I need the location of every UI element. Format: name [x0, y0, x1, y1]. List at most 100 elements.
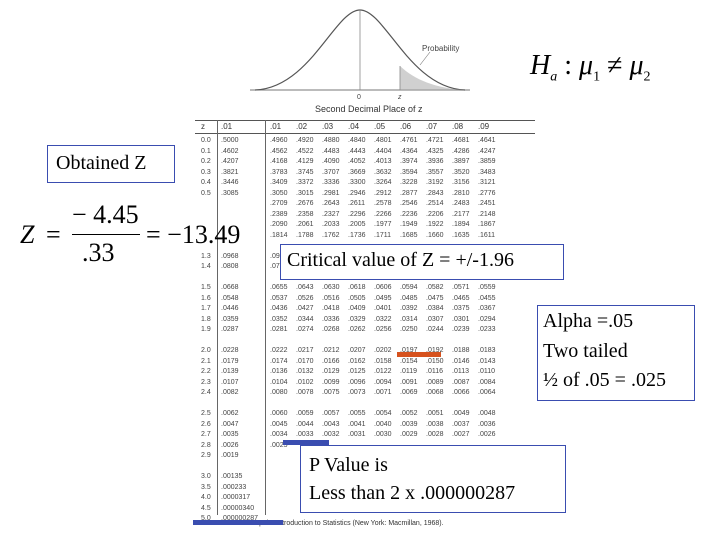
probability-cell: .0212 [322, 347, 340, 354]
probability-cell: .4721 [426, 137, 444, 144]
probability-cell: .0505 [348, 294, 366, 302]
probability-cell: .2912 [374, 189, 392, 197]
probability-cell: .0256 [374, 326, 392, 333]
probability-cell: .0244 [426, 326, 444, 333]
probability-cell: .0250 [400, 326, 418, 333]
probability-cell: .3192 [426, 179, 444, 186]
probability-cell: .0146 [452, 357, 470, 365]
table-row: .2389 .2358 .2327 .2296 .2266 .2236 .2206 .2177… [195, 210, 535, 220]
probability-cell: .0052 [400, 410, 418, 417]
table-row: 3.0 .00135 [195, 472, 535, 482]
probability-cell: .3085 [221, 189, 239, 197]
probability-cell: .4247 [478, 147, 496, 155]
z-value-cell: 0.3 [201, 168, 211, 176]
probability-cell: .0808 [221, 263, 239, 270]
probability-cell: .0307 [426, 315, 444, 323]
probability-cell: .000233 [221, 483, 247, 491]
probability-cell: .0062 [221, 410, 239, 417]
probability-cell: .4052 [348, 158, 366, 165]
probability-cell: .0026 [478, 431, 496, 438]
probability-cell: .0158 [374, 357, 392, 365]
z-value-cell: 1.7 [201, 305, 211, 312]
probability-cell: .0043 [322, 420, 340, 428]
z-value-cell: 2.2 [201, 368, 211, 375]
probability-cell: .0301 [452, 315, 470, 323]
probability-cell: .0143 [478, 357, 496, 365]
probability-cell: .0233 [478, 326, 496, 333]
z-table: Second Decimal Place of z z .01 .01 .02 .03.… [195, 100, 535, 527]
probability-cell: .2483 [452, 200, 470, 207]
probability-cell: .4920 [296, 137, 314, 144]
probability-cell: .1685 [400, 231, 418, 239]
probability-cell: .4522 [296, 147, 314, 155]
probability-cell: .0075 [322, 389, 340, 396]
probability-cell: .0392 [400, 305, 418, 312]
probability-cell: .4168 [270, 158, 288, 165]
formula-denominator: .33 [82, 238, 115, 267]
probability-cell: .3050 [270, 189, 288, 197]
probability-cell: .4562 [270, 147, 288, 155]
probability-cell: .0033 [296, 431, 314, 438]
probability-cell: .3669 [348, 168, 366, 176]
probability-cell: .0047 [221, 420, 239, 428]
probability-cell: .4404 [374, 147, 392, 155]
probability-cell: .0068 [426, 389, 444, 396]
probability-cell: .4207 [221, 158, 239, 165]
probability-cell: .3372 [296, 179, 314, 186]
z-value-cell: 0.4 [201, 179, 211, 186]
probability-cell: .0119 [400, 368, 417, 375]
z-value-cell: 4.5 [201, 504, 211, 512]
probability-cell: .0322 [374, 315, 392, 323]
probability-cell: .3974 [400, 158, 418, 165]
probability-cell: .0039 [400, 420, 418, 428]
z-table-caption: Second Decimal Place of z [315, 104, 423, 114]
probability-cell: .0262 [348, 326, 366, 333]
probability-cell: .0455 [478, 294, 496, 302]
probability-cell: .0027 [452, 431, 470, 438]
probability-cell: .0183 [478, 347, 496, 354]
probability-cell: .0069 [400, 389, 418, 396]
probability-cell: .0329 [348, 315, 366, 323]
pvalue-marker-top [283, 440, 329, 445]
probability-cell: .0485 [400, 294, 418, 302]
obtained-z-box: Obtained Z [47, 145, 175, 183]
probability-cell: .2033 [322, 221, 340, 228]
probability-cell: .0019 [221, 452, 239, 459]
probability-cell: .2578 [374, 200, 392, 207]
table-row: 0.0 .5000 .4960 .4920 .4880 .4840 .4801 .4761 .4… [195, 136, 535, 146]
table-row [195, 336, 535, 346]
probability-cell: .3264 [374, 179, 392, 186]
probability-cell: .0352 [270, 315, 288, 323]
table-row: .1814 .1788 .1762 .1736 .1711 .1685 .1660 .1635… [195, 231, 535, 241]
probability-cell: .0084 [478, 378, 496, 386]
probability-cell: .0089 [426, 378, 444, 386]
z-table-header-cell: .02 [296, 122, 308, 131]
probability-cell: .0170 [296, 357, 314, 365]
z-table-header-cell: .04 [348, 122, 360, 131]
probability-cell: .4443 [348, 147, 366, 155]
probability-cell: .3745 [296, 168, 314, 176]
probability-cell: .0031 [348, 431, 366, 438]
probability-cell: .2236 [400, 210, 418, 218]
probability-cell: .1736 [348, 231, 366, 239]
probability-cell: .3821 [221, 168, 239, 176]
probability-cell: .0035 [221, 431, 239, 438]
probability-cell: .0606 [374, 284, 392, 291]
table-row: 1.9 .0287 .0281 .0274 .0268 .0262 .0256 .0250 .0… [195, 325, 535, 335]
probability-cell: .0375 [452, 305, 470, 312]
z-table-header-cell: z [201, 122, 205, 131]
probability-cell: .3121 [478, 179, 496, 186]
table-row: .2090 .2061 .2033 .2005 .1977 .1949 .1922 .1894… [195, 220, 535, 230]
probability-cell: .0055 [348, 410, 366, 417]
probability-cell: .0418 [322, 305, 340, 312]
z-value-cell: 5.0 [201, 515, 211, 522]
probability-cell: .0078 [296, 389, 314, 396]
probability-cell: .3300 [348, 179, 366, 186]
probability-cell: .0038 [426, 420, 444, 428]
z-value-cell: 2.7 [201, 431, 211, 438]
probability-cell: .2709 [270, 200, 288, 207]
z-table-header-cell: .09 [478, 122, 490, 131]
z-value-cell: 1.3 [201, 252, 211, 260]
pvalue-line-2: Less than 2 x .000000287 [309, 482, 516, 504]
probability-cell: .0217 [296, 347, 314, 354]
